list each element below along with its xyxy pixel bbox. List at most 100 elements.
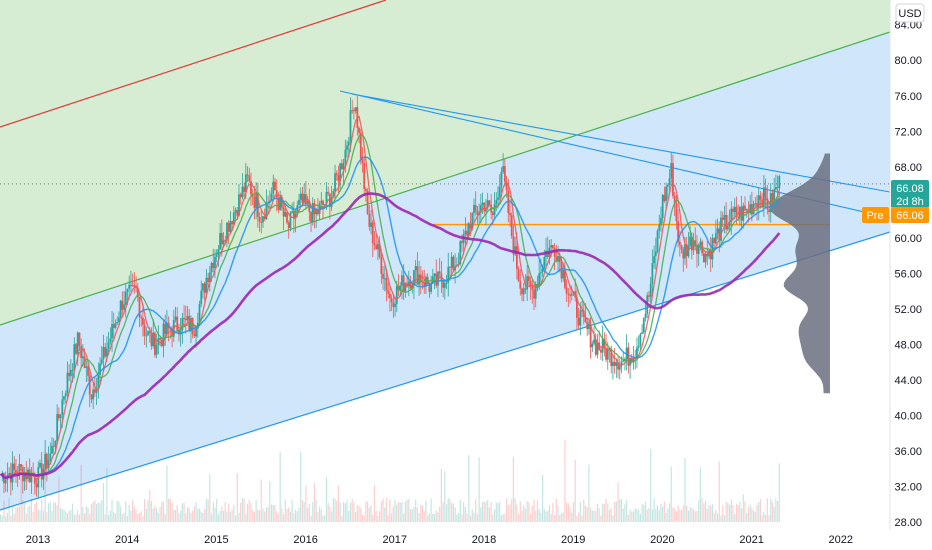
candle-body: [174, 316, 177, 321]
candle: [401, 270, 403, 300]
candle-body: [282, 207, 285, 217]
volume-bar: [404, 501, 406, 522]
candle: [270, 187, 273, 201]
y-axis: 28.00 32.00 36.00 40.00 44.00 48.00 52.00 56.00…: [889, 0, 932, 530]
volume-bar: [106, 467, 108, 522]
volume-bar: [123, 513, 125, 522]
candle: [716, 218, 719, 240]
candle-body: [258, 216, 261, 222]
ma-long-line: [0, 192, 781, 480]
candle: [117, 311, 120, 326]
x-tick-label: 2022: [829, 534, 853, 546]
volume-bar: [181, 503, 183, 522]
volume-bar: [469, 515, 472, 522]
candle-body: [498, 186, 501, 198]
candle-body: [639, 333, 642, 346]
volume-bar: [749, 504, 751, 522]
candle: [310, 211, 312, 233]
candle-body: [47, 459, 50, 469]
green-trendline[interactable]: [0, 31, 890, 326]
volume-bar: [104, 514, 106, 522]
moving-averages: [0, 115, 781, 480]
volume-bar: [337, 485, 340, 522]
lower-channel-line[interactable]: [0, 231, 890, 511]
candle-body: [509, 212, 511, 216]
candle-body: [296, 205, 299, 214]
volume-bar: [475, 499, 477, 522]
volume-bar: [212, 501, 214, 522]
volume-bar: [399, 502, 401, 522]
candle-body: [337, 175, 340, 182]
candle: [563, 261, 566, 290]
volume-bar: [662, 506, 664, 522]
candle-body: [756, 203, 758, 208]
candle-body: [503, 166, 506, 182]
candle-body: [93, 389, 96, 393]
candle: [138, 296, 141, 328]
candle: [642, 317, 645, 334]
candle: [649, 277, 652, 307]
candle-body: [562, 269, 565, 279]
candle-body: [222, 240, 225, 245]
candle: [346, 140, 348, 158]
volume-bar: [706, 509, 708, 522]
volume-bar: [411, 509, 413, 522]
candle-body: [76, 332, 79, 354]
candle-body: [88, 375, 91, 395]
candle-body: [682, 249, 685, 259]
candle: [387, 282, 390, 299]
volume-bar: [125, 501, 127, 522]
volume-bar: [665, 513, 667, 522]
volume-bar: [734, 514, 736, 522]
candle-body: [227, 222, 230, 232]
volume-bar: [5, 515, 7, 522]
x-tick-label: 2018: [472, 534, 496, 546]
candle-body: [248, 175, 251, 182]
candle: [159, 336, 161, 347]
red-trendline[interactable]: [0, 0, 387, 128]
volume-bar: [668, 503, 671, 522]
candle: [353, 107, 355, 120]
candle: [721, 211, 724, 227]
candle-body: [673, 195, 676, 204]
volume-bar: [511, 499, 513, 522]
candle: [526, 264, 529, 301]
volume-bar: [54, 502, 57, 522]
volume-bar: [114, 513, 117, 522]
candle-body: [183, 317, 185, 319]
candle: [529, 276, 532, 300]
volume-bar: [526, 501, 528, 522]
candle: [596, 333, 599, 359]
candle-body: [64, 393, 67, 397]
candle: [378, 236, 381, 259]
candle-body: [49, 453, 52, 460]
volume-bar: [595, 510, 597, 522]
candle: [371, 219, 374, 258]
candle-body: [215, 255, 218, 257]
candle: [311, 197, 314, 226]
candle-body: [759, 195, 762, 200]
candle: [368, 205, 371, 231]
triangle-upper-line-2[interactable]: [351, 93, 890, 193]
volume-bar: [639, 513, 641, 522]
candle-body: [728, 222, 731, 227]
candle-body: [672, 163, 674, 196]
volume-bar: [459, 500, 461, 522]
candle: [562, 264, 565, 282]
volume-bar: [512, 456, 515, 522]
volume-bar: [23, 503, 26, 522]
volume-bar: [248, 500, 250, 522]
candle: [140, 314, 143, 327]
volume-bar: [509, 504, 511, 522]
volume-bar: [209, 473, 211, 522]
currency-label[interactable]: USD: [895, 3, 925, 23]
candle-body: [366, 190, 369, 214]
candle-body: [45, 453, 48, 469]
volume-bar: [380, 501, 382, 522]
candle: [677, 209, 680, 248]
candle: [184, 305, 187, 334]
candle: [383, 264, 386, 292]
volume-bar: [80, 464, 82, 522]
candle-body: [757, 195, 760, 208]
